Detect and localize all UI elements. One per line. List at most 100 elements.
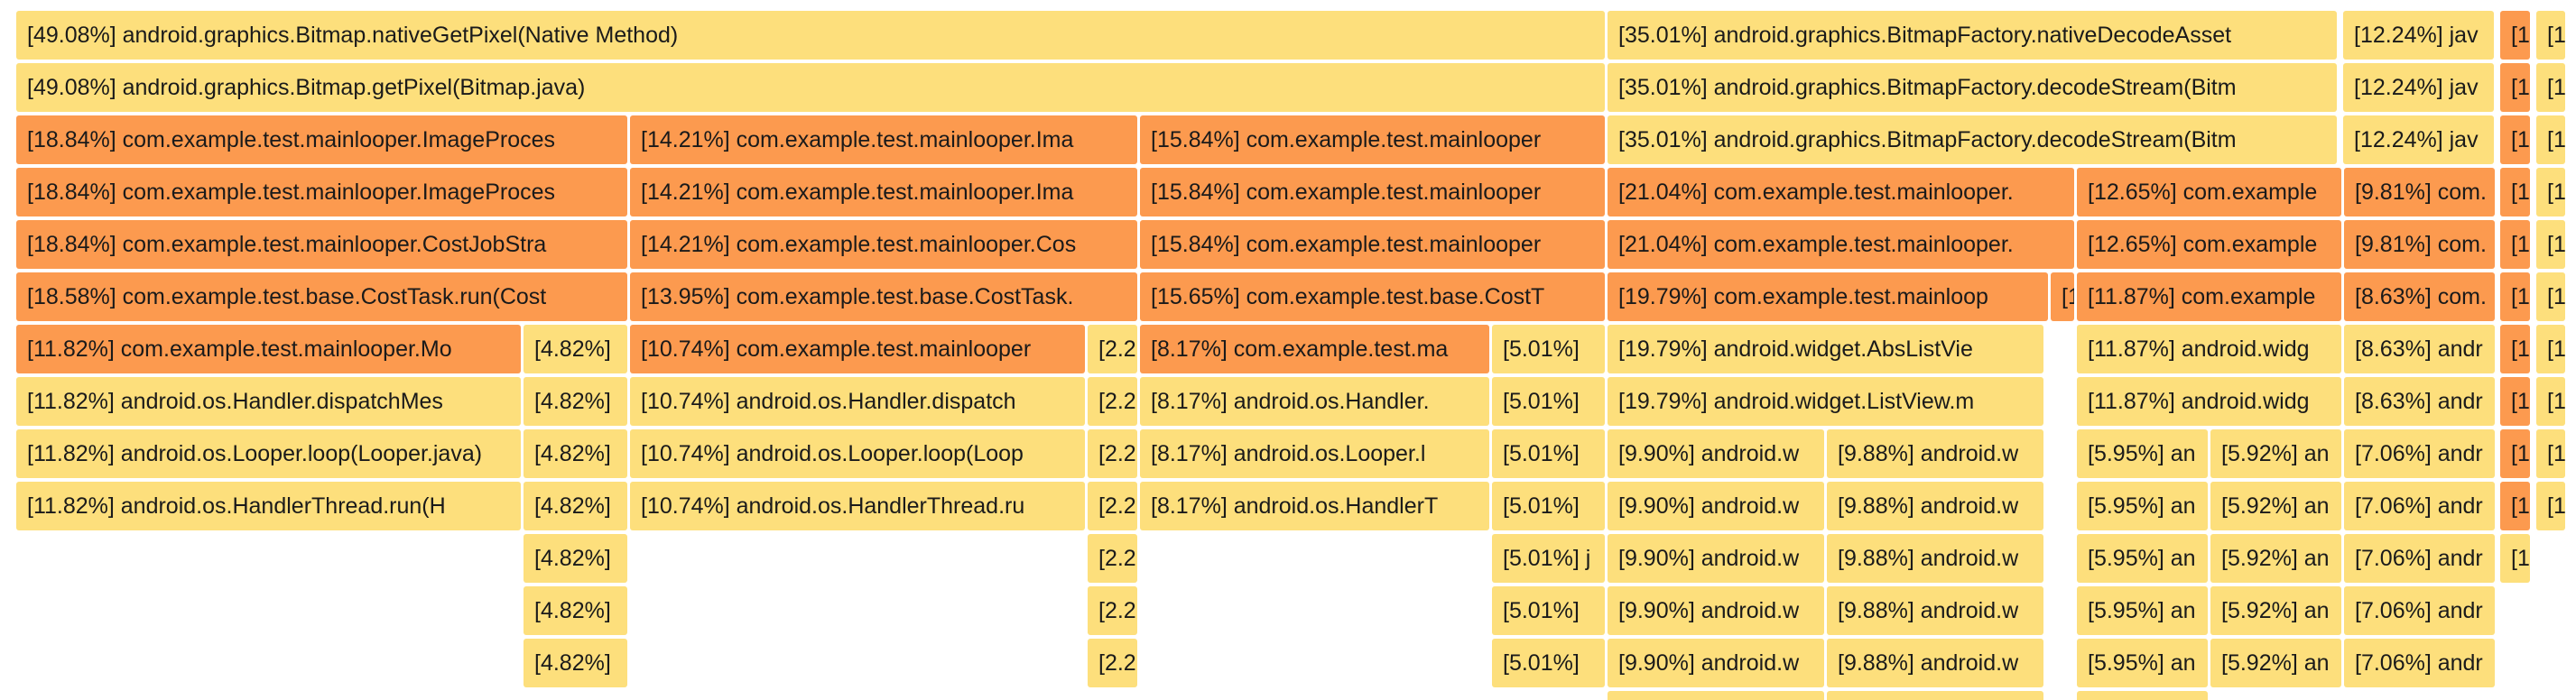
- stack-frame[interactable]: [1.: [2500, 63, 2530, 112]
- stack-frame[interactable]: [18.84%] com.example.test.mainlooper.Cos…: [16, 220, 627, 269]
- stack-frame[interactable]: [1.: [2500, 429, 2530, 478]
- stack-frame[interactable]: [4.82%]: [524, 377, 627, 426]
- stack-frame[interactable]: [5.01%]: [1492, 586, 1605, 635]
- stack-frame[interactable]: [1.: [2500, 377, 2530, 426]
- stack-frame[interactable]: [11.82%] android.os.Handler.dispatchMes: [16, 377, 521, 426]
- stack-frame[interactable]: [10.74%] android.os.Looper.loop(Loop: [630, 429, 1085, 478]
- stack-frame[interactable]: [9.88%] android.w: [1827, 639, 2043, 687]
- stack-frame[interactable]: [1.: [2500, 482, 2530, 530]
- stack-frame[interactable]: [11.87%] android.widg: [2077, 325, 2341, 373]
- stack-frame[interactable]: [2.2: [1088, 586, 1137, 635]
- stack-frame[interactable]: [11.82%] android.os.HandlerThread.run(H: [16, 482, 521, 530]
- stack-frame[interactable]: [1827, 691, 2043, 700]
- stack-frame[interactable]: [13.95%] com.example.test.base.CostTask.: [630, 272, 1137, 321]
- stack-frame[interactable]: [5.95%] an: [2077, 429, 2208, 478]
- stack-frame[interactable]: [10.74%] android.os.Handler.dispatch: [630, 377, 1085, 426]
- stack-frame[interactable]: [1.: [2536, 377, 2565, 426]
- stack-frame[interactable]: [1.: [2500, 11, 2530, 60]
- stack-frame[interactable]: [5.92%] an: [2210, 534, 2341, 583]
- stack-frame[interactable]: [1.: [2536, 482, 2565, 530]
- stack-frame[interactable]: [5.95%] an: [2077, 586, 2208, 635]
- stack-frame[interactable]: [1: [2536, 63, 2565, 112]
- stack-frame[interactable]: [5.01%]: [1492, 482, 1605, 530]
- stack-frame[interactable]: [5.01%]: [1492, 377, 1605, 426]
- stack-frame[interactable]: [4.82%]: [524, 325, 627, 373]
- stack-frame[interactable]: [15.84%] com.example.test.mainlooper: [1140, 115, 1605, 164]
- stack-frame[interactable]: [11.82%] android.os.Looper.loop(Looper.j…: [16, 429, 521, 478]
- stack-frame[interactable]: [15.65%] com.example.test.base.CostT: [1140, 272, 1605, 321]
- stack-frame[interactable]: [14.21%] com.example.test.mainlooper.Cos: [630, 220, 1137, 269]
- stack-frame[interactable]: [9.90%] android.w: [1608, 534, 1824, 583]
- stack-frame[interactable]: [19.79%] android.widget.ListView.m: [1608, 377, 2043, 426]
- stack-frame[interactable]: [5.01%] j: [1492, 534, 1605, 583]
- stack-frame[interactable]: [9.88%] android.w: [1827, 534, 2043, 583]
- stack-frame[interactable]: [1: [2536, 325, 2565, 373]
- stack-frame[interactable]: [10.74%] com.example.test.mainlooper: [630, 325, 1085, 373]
- stack-frame[interactable]: [1: [2536, 115, 2565, 164]
- stack-frame[interactable]: [7.06%] andr: [2344, 639, 2495, 687]
- stack-frame[interactable]: [7.06%] andr: [2344, 534, 2495, 583]
- stack-frame[interactable]: [18.84%] com.example.test.mainlooper.Ima…: [16, 115, 627, 164]
- stack-frame[interactable]: [9.88%] android.w: [1827, 482, 2043, 530]
- stack-frame[interactable]: [5.92%] an: [2210, 482, 2341, 530]
- stack-frame[interactable]: [2.2: [1088, 325, 1137, 373]
- stack-frame[interactable]: [14.21%] com.example.test.mainlooper.Ima: [630, 168, 1137, 216]
- stack-frame[interactable]: [2.2: [1088, 534, 1137, 583]
- stack-frame[interactable]: [4.82%]: [524, 639, 627, 687]
- stack-frame[interactable]: [1: [2536, 11, 2565, 60]
- stack-frame[interactable]: [4.82%]: [524, 534, 627, 583]
- stack-frame[interactable]: [9.90%] android.w: [1608, 429, 1824, 478]
- stack-frame[interactable]: [5.92%] an: [2210, 429, 2341, 478]
- stack-frame[interactable]: [7.06%] andr: [2344, 586, 2495, 635]
- stack-frame[interactable]: [1.: [2500, 220, 2530, 269]
- stack-frame[interactable]: [12.65%] com.example: [2077, 220, 2341, 269]
- stack-frame[interactable]: [4.82%]: [524, 429, 627, 478]
- stack-frame[interactable]: [7.06%] andr: [2344, 429, 2495, 478]
- stack-frame[interactable]: [1.: [2500, 115, 2530, 164]
- stack-frame[interactable]: [35.01%] android.graphics.BitmapFactory.…: [1608, 63, 2337, 112]
- stack-frame[interactable]: [2.2: [1088, 639, 1137, 687]
- stack-frame[interactable]: [2.2: [1088, 429, 1137, 478]
- stack-frame[interactable]: [12.24%] jav: [2343, 63, 2494, 112]
- stack-frame[interactable]: [1.: [2500, 168, 2530, 216]
- stack-frame[interactable]: [12.24%] jav: [2343, 115, 2494, 164]
- stack-frame[interactable]: [9.81%] com.: [2344, 168, 2495, 216]
- stack-frame[interactable]: [14.21%] com.example.test.mainlooper.Ima: [630, 115, 1137, 164]
- stack-frame[interactable]: [9.88%] android.w: [1827, 429, 2043, 478]
- stack-frame[interactable]: [2077, 691, 2208, 700]
- stack-frame[interactable]: [8.17%] com.example.test.ma: [1140, 325, 1489, 373]
- stack-frame[interactable]: [8.63%] com.: [2344, 272, 2495, 321]
- stack-frame[interactable]: [19.79%] android.widget.AbsListVie: [1608, 325, 2043, 373]
- stack-frame[interactable]: [8.17%] android.os.HandlerT: [1140, 482, 1489, 530]
- stack-frame[interactable]: [18.84%] com.example.test.mainlooper.Ima…: [16, 168, 627, 216]
- stack-frame[interactable]: [1: [2536, 272, 2565, 321]
- stack-frame[interactable]: [49.08%] android.graphics.Bitmap.nativeG…: [16, 11, 1605, 60]
- stack-frame[interactable]: [21.04%] com.example.test.mainlooper.: [1608, 168, 2074, 216]
- stack-frame[interactable]: [1.: [2536, 429, 2565, 478]
- stack-frame[interactable]: [11.87%] com.example: [2077, 272, 2341, 321]
- stack-frame[interactable]: [5.01%]: [1492, 325, 1605, 373]
- stack-frame[interactable]: [5.01%]: [1492, 429, 1605, 478]
- stack-frame[interactable]: [15.84%] com.example.test.mainlooper: [1140, 168, 1605, 216]
- stack-frame[interactable]: [10.74%] android.os.HandlerThread.ru: [630, 482, 1085, 530]
- stack-frame[interactable]: [1: [2536, 168, 2565, 216]
- stack-frame[interactable]: [49.08%] android.graphics.Bitmap.getPixe…: [16, 63, 1605, 112]
- stack-frame[interactable]: [35.01%] android.graphics.BitmapFactory.…: [1608, 11, 2337, 60]
- stack-frame[interactable]: [9.81%] com.: [2344, 220, 2495, 269]
- stack-frame[interactable]: [1: [2051, 272, 2074, 321]
- stack-frame[interactable]: [5.92%] an: [2210, 586, 2341, 635]
- stack-frame[interactable]: [2.2: [1088, 482, 1137, 530]
- stack-frame[interactable]: [15.84%] com.example.test.mainlooper: [1140, 220, 1605, 269]
- stack-frame[interactable]: [18.58%] com.example.test.base.CostTask.…: [16, 272, 627, 321]
- stack-frame[interactable]: [1: [2536, 220, 2565, 269]
- stack-frame[interactable]: [19.79%] com.example.test.mainloop: [1608, 272, 2048, 321]
- stack-frame[interactable]: [4.82%]: [524, 482, 627, 530]
- stack-frame[interactable]: [21.04%] com.example.test.mainlooper.: [1608, 220, 2074, 269]
- stack-frame[interactable]: [2.2: [1088, 377, 1137, 426]
- stack-frame[interactable]: [4.82%]: [524, 586, 627, 635]
- stack-frame[interactable]: [8.17%] android.os.Handler.: [1140, 377, 1489, 426]
- stack-frame[interactable]: [1.: [2500, 272, 2530, 321]
- stack-frame[interactable]: [5.92%] an: [2210, 639, 2341, 687]
- stack-frame[interactable]: [9.90%] android.w: [1608, 586, 1824, 635]
- stack-frame[interactable]: [5.95%] an: [2077, 534, 2208, 583]
